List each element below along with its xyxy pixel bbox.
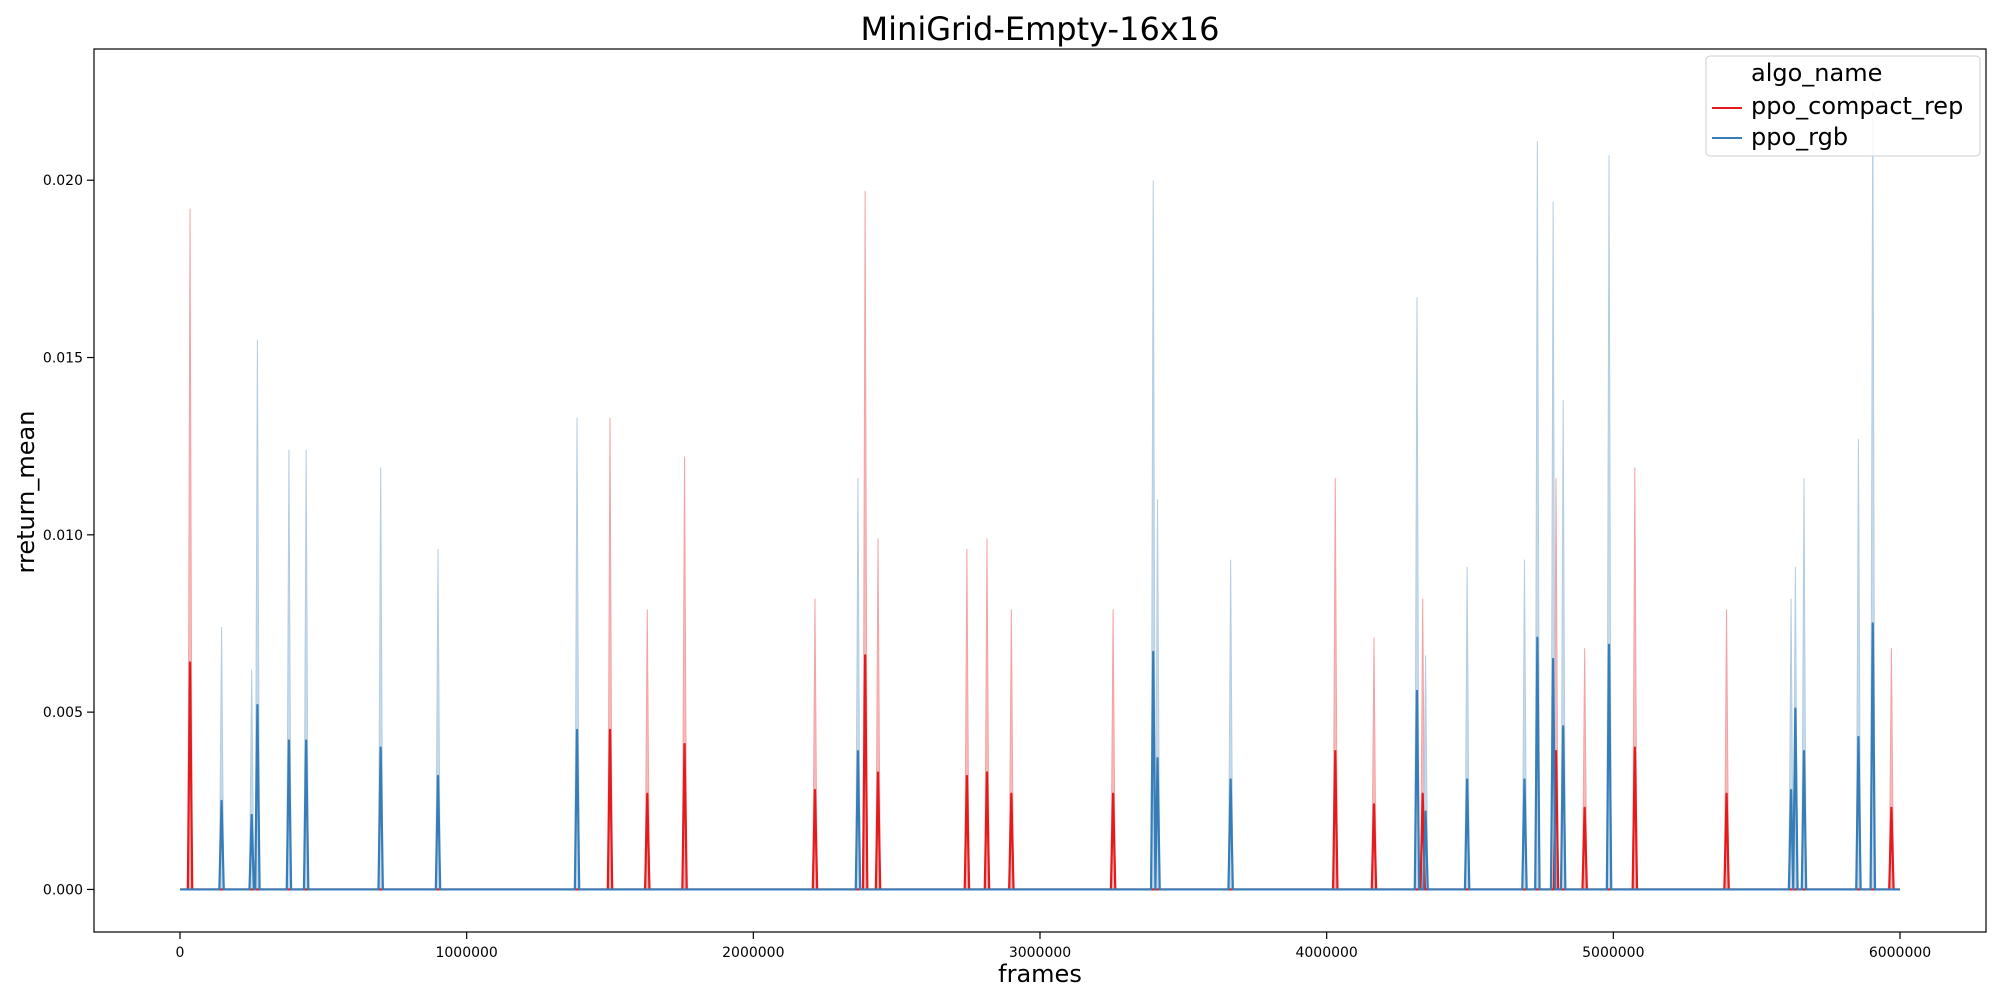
legend: algo_name ppo_compact_rep ppo_rgb (1705, 55, 1981, 157)
x-tick-label: 5000000 (1582, 945, 1644, 961)
x-axis: 0 1000000 2000000 3000000 4000000 5000000 6000… (176, 932, 1931, 961)
y-tick-label: 0.015 (43, 351, 83, 367)
legend-label-ppo-compact-rep: ppo_compact_rep (1751, 92, 1963, 120)
x-axis-label: frames (998, 960, 1082, 988)
series-line-ppo-rgb (180, 622, 1900, 891)
x-tick-label: 2000000 (722, 945, 784, 961)
x-tick-label: 4000000 (1295, 945, 1357, 961)
x-tick-label: 6000000 (1869, 945, 1931, 961)
chart-title: MiniGrid-Empty-16x16 (861, 10, 1220, 48)
legend-label-ppo-rgb: ppo_rgb (1751, 123, 1848, 151)
y-tick-label: 0.010 (43, 528, 83, 544)
y-tick-label: 0.020 (43, 173, 83, 189)
legend-title: algo_name (1751, 59, 1882, 87)
legend-box (1705, 55, 1981, 157)
y-tick-label: 0.000 (43, 882, 83, 898)
y-axis-label: rreturn_mean (12, 411, 40, 574)
series-lines (180, 622, 1900, 891)
x-tick-label: 1000000 (435, 945, 497, 961)
y-tick-label: 0.005 (43, 705, 83, 721)
y-axis: 0.000 0.005 0.010 0.015 0.020 (43, 173, 94, 898)
x-tick-label: 0 (176, 945, 185, 961)
x-tick-label: 3000000 (1009, 945, 1071, 961)
plot-area (94, 49, 1986, 932)
